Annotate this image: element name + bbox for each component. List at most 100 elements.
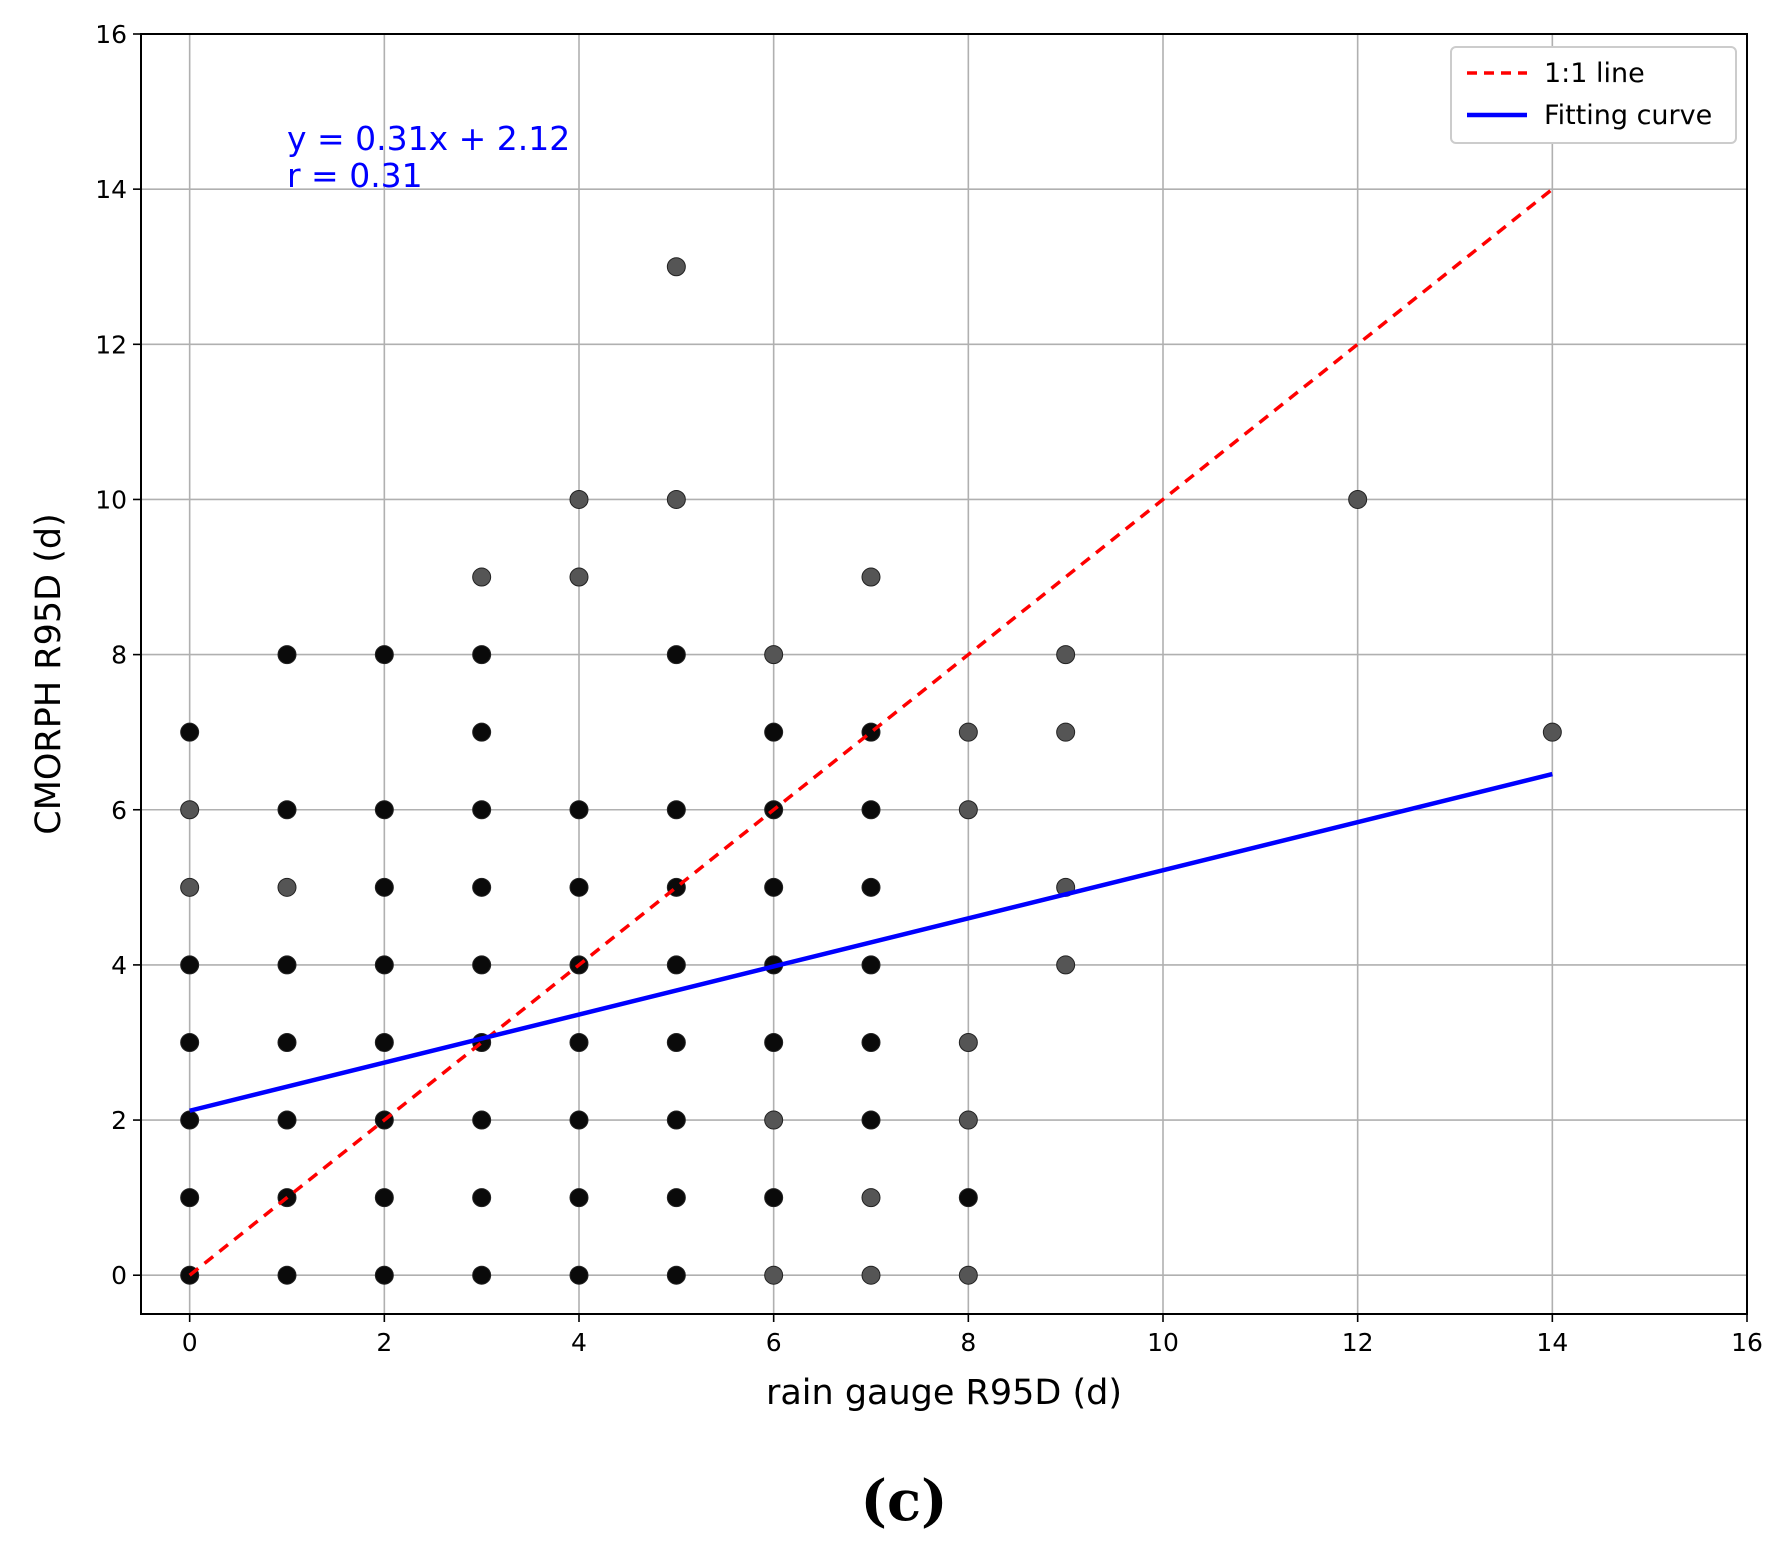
legend-box: [1450, 46, 1737, 144]
data-point: [666, 1110, 686, 1130]
reference-lines: [188, 187, 1554, 1277]
data-point: [472, 877, 492, 897]
data-point: [666, 489, 686, 509]
y-tick-label: 12: [95, 330, 127, 359]
data-point: [374, 1265, 394, 1285]
data-point: [277, 800, 297, 820]
data-point: [277, 645, 297, 665]
data-point: [472, 800, 492, 820]
data-point: [1348, 489, 1368, 509]
x-tick-label: 14: [1536, 1328, 1568, 1357]
one-to-one-line: [188, 187, 1554, 1277]
data-point: [666, 257, 686, 277]
data-point: [374, 800, 394, 820]
data-point: [374, 955, 394, 975]
axes-frame: [140, 33, 1748, 1315]
data-point: [180, 1110, 200, 1130]
data-point: [569, 489, 589, 509]
data-point: [666, 1188, 686, 1208]
data-point: [180, 877, 200, 897]
legend-1to1-label: 1:1 line: [1544, 58, 1645, 89]
x-tick-label: 8: [960, 1328, 976, 1357]
data-point: [958, 1032, 978, 1052]
data-point: [472, 722, 492, 742]
data-point: [764, 645, 784, 665]
y-tick-label: 4: [111, 951, 127, 980]
y-tick-label: 16: [95, 20, 127, 49]
y-tick-label: 2: [111, 1106, 127, 1135]
y-axis-title: CMORPH R95D (d): [29, 513, 69, 835]
data-point: [472, 567, 492, 587]
data-point: [277, 955, 297, 975]
data-point: [569, 1265, 589, 1285]
data-point: [958, 1110, 978, 1130]
legend: 1:1 line Fitting curve: [1450, 46, 1737, 144]
data-point: [472, 1188, 492, 1208]
y-tick-label: 8: [111, 641, 127, 670]
data-point: [472, 1110, 492, 1130]
data-point: [958, 800, 978, 820]
legend-fit-label: Fitting curve: [1544, 100, 1712, 131]
y-tick-label: 6: [111, 796, 127, 825]
data-point: [277, 1265, 297, 1285]
x-tick-label: 6: [766, 1328, 782, 1357]
data-point: [569, 800, 589, 820]
y-tick-label: 14: [95, 175, 127, 204]
scatter-points: [180, 257, 1562, 1285]
y-tick-label: 0: [111, 1261, 127, 1290]
data-point: [764, 1110, 784, 1130]
data-point: [764, 877, 784, 897]
data-point: [1056, 722, 1076, 742]
data-point: [666, 1265, 686, 1285]
x-tick-label: 16: [1731, 1328, 1763, 1357]
fitting-curve-line: [189, 771, 1553, 1113]
data-point: [569, 1110, 589, 1130]
data-point: [764, 1265, 784, 1285]
data-point: [666, 645, 686, 665]
data-point: [180, 1032, 200, 1052]
data-point: [861, 955, 881, 975]
data-point: [180, 955, 200, 975]
x-axis-title: rain gauge R95D (d): [766, 1373, 1122, 1413]
data-point: [666, 1032, 686, 1052]
data-point: [277, 877, 297, 897]
data-point: [569, 1032, 589, 1052]
data-point: [1056, 955, 1076, 975]
data-point: [958, 1265, 978, 1285]
data-point: [374, 1032, 394, 1052]
data-point: [472, 955, 492, 975]
data-point: [861, 1188, 881, 1208]
data-point: [861, 877, 881, 897]
data-point: [374, 645, 394, 665]
equation-annotation: y = 0.31x + 2.12: [287, 119, 570, 158]
x-tick-label: 0: [182, 1328, 198, 1357]
data-point: [861, 1110, 881, 1130]
data-point: [180, 800, 200, 820]
data-point: [764, 1032, 784, 1052]
data-point: [958, 1188, 978, 1208]
x-tick-label: 2: [376, 1328, 392, 1357]
data-point: [764, 722, 784, 742]
data-point: [861, 1032, 881, 1052]
x-tick-label: 10: [1147, 1328, 1179, 1357]
data-point: [1542, 722, 1562, 742]
data-point: [958, 722, 978, 742]
data-point: [666, 800, 686, 820]
correlation-annotation: r = 0.31: [287, 156, 423, 195]
grid-lines: [141, 34, 1747, 1314]
data-point: [374, 1188, 394, 1208]
data-point: [861, 1265, 881, 1285]
data-point: [1056, 645, 1076, 665]
y-tick-label: 10: [95, 485, 127, 514]
data-point: [180, 1188, 200, 1208]
data-point: [569, 567, 589, 587]
data-point: [277, 1110, 297, 1130]
x-axis-ticks: 0 2 4 6 8 10 12 14 16: [182, 1314, 1763, 1357]
data-point: [374, 877, 394, 897]
data-point: [764, 1188, 784, 1208]
data-point: [277, 1032, 297, 1052]
data-point: [666, 955, 686, 975]
x-tick-label: 4: [571, 1328, 587, 1357]
data-point: [180, 722, 200, 742]
